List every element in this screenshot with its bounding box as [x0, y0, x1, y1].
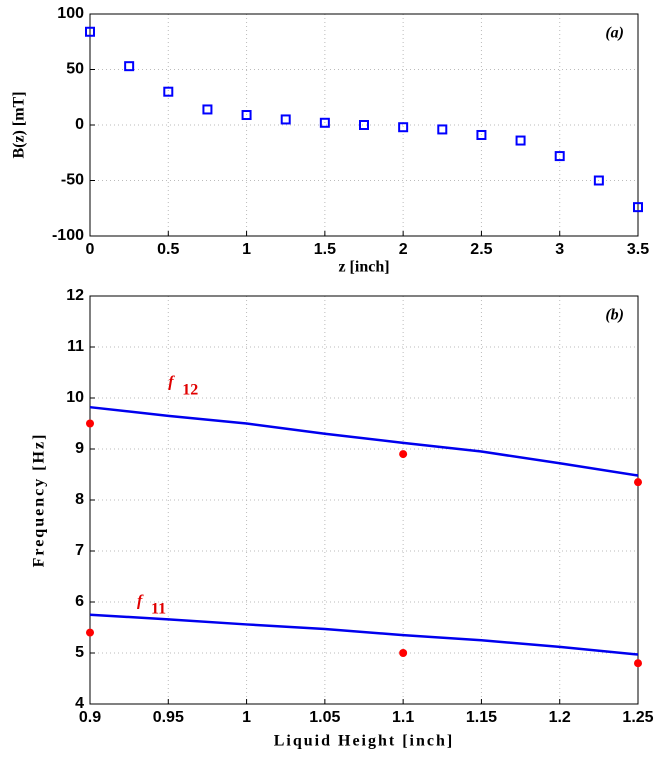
y-axis-label: Frequency [Hz] — [31, 433, 48, 568]
x-tick-label: 2 — [399, 241, 408, 258]
data-point — [634, 478, 642, 487]
x-tick-label: 1.25 — [622, 709, 653, 726]
data-point — [399, 649, 408, 657]
data-point — [86, 628, 94, 637]
x-tick-label: 1.1 — [392, 709, 414, 726]
panel-label: (a) — [605, 25, 624, 42]
y-tick-label: 5 — [75, 644, 84, 661]
data-point — [398, 122, 409, 133]
y-tick-label: 50 — [66, 61, 84, 78]
x-tick-label: 3.5 — [627, 241, 649, 258]
axes-frame — [89, 13, 639, 237]
x-tick-label: 3 — [555, 241, 564, 258]
y-tick-label: 10 — [66, 389, 84, 406]
y-axis-label: B(z) [mT] — [11, 91, 28, 158]
data-point — [124, 61, 135, 72]
data-point — [85, 26, 95, 37]
x-tick-label: 1 — [242, 241, 251, 258]
data-point — [437, 124, 448, 135]
data-point — [86, 419, 94, 428]
y-tick-label: 6 — [75, 593, 84, 610]
x-tick-label: 1.2 — [549, 709, 571, 726]
y-tick-label: 8 — [75, 491, 84, 508]
x-tick-label: 1.5 — [314, 241, 336, 258]
y-tick-label: 12 — [66, 287, 84, 304]
x-tick-label: 1.15 — [466, 709, 497, 726]
y-tick-label: 11 — [67, 338, 84, 355]
y-tick-label: -100 — [52, 227, 84, 244]
axes-frame — [89, 295, 639, 705]
x-tick-label: 0.95 — [153, 709, 184, 726]
plot-area — [90, 296, 638, 704]
x-tick-label: 0.9 — [79, 709, 101, 726]
data-point — [163, 86, 174, 97]
y-tick-label: 0 — [75, 116, 84, 133]
data-point — [359, 120, 369, 130]
y-tick-label: 100 — [57, 5, 84, 22]
annotation: f — [137, 593, 144, 610]
y-tick-label: -50 — [61, 172, 84, 189]
annotation-subscript: 12 — [182, 381, 198, 398]
data-point — [554, 151, 565, 162]
x-axis-label: Liquid Height [inch] — [274, 733, 454, 750]
data-point — [633, 202, 643, 213]
data-point — [241, 110, 252, 121]
annotation: f — [168, 373, 175, 390]
data-point — [515, 135, 526, 146]
data-point — [476, 129, 487, 140]
data-point — [593, 175, 604, 186]
line — [89, 613, 639, 656]
data-point — [319, 117, 330, 128]
x-tick-label: 2.5 — [470, 241, 492, 258]
x-tick-label: 0 — [86, 241, 95, 258]
x-tick-label: 1 — [242, 709, 251, 726]
y-tick-label: 7 — [75, 542, 84, 559]
x-tick-label: 1.05 — [309, 709, 340, 726]
data-point — [202, 104, 213, 115]
x-axis-label: z [inch] — [338, 259, 389, 276]
data-point — [280, 114, 291, 125]
x-tick-label: 0.5 — [157, 241, 179, 258]
y-tick-label: 4 — [75, 695, 84, 712]
data-point — [634, 659, 642, 668]
line — [89, 405, 639, 477]
panel-label: (b) — [605, 307, 624, 324]
y-tick-label: 9 — [75, 440, 84, 457]
plot-area — [90, 14, 638, 236]
annotation-subscript: 11 — [151, 601, 166, 618]
data-point — [399, 450, 408, 459]
